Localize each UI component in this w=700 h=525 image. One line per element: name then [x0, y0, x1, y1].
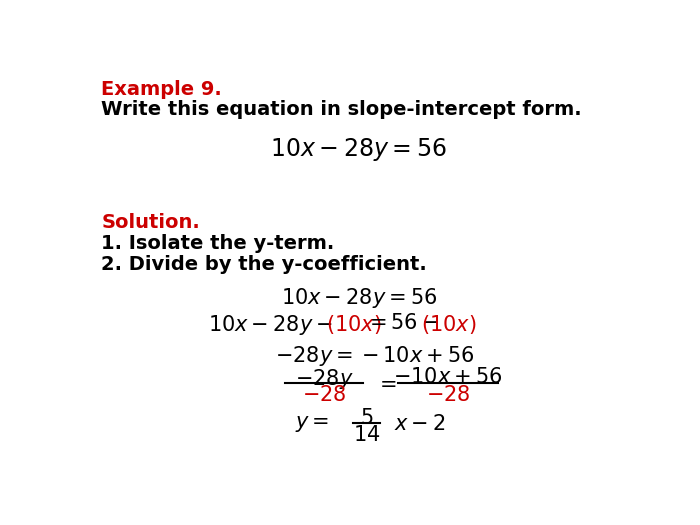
Text: $-10x + 56$: $-10x + 56$	[393, 367, 503, 387]
Text: $x - 2$: $x - 2$	[393, 414, 445, 434]
Text: $10x - 28y = 56$: $10x - 28y = 56$	[270, 136, 447, 163]
Text: $14$: $14$	[353, 425, 380, 445]
Text: $-28$: $-28$	[302, 385, 346, 405]
Text: $= 56 - $: $= 56 - $	[365, 313, 438, 333]
Text: $=$: $=$	[375, 373, 397, 393]
Text: $10x - 28y - $: $10x - 28y - $	[208, 313, 332, 337]
Text: Write this equation in slope-intercept form.: Write this equation in slope-intercept f…	[102, 100, 582, 119]
Text: Solution.: Solution.	[102, 213, 200, 232]
Text: $-28y = -10x + 56$: $-28y = -10x + 56$	[274, 344, 474, 368]
Text: $y = $: $y = $	[295, 414, 330, 434]
Text: $10x - 28y = 56$: $10x - 28y = 56$	[281, 286, 437, 310]
Text: Example 9.: Example 9.	[102, 80, 222, 99]
Text: $-28y$: $-28y$	[295, 367, 354, 391]
Text: $(10x)$: $(10x)$	[421, 313, 476, 336]
Text: $(10x)$: $(10x)$	[326, 313, 382, 336]
Text: $-28$: $-28$	[426, 385, 470, 405]
Text: 2. Divide by the y-coefficient.: 2. Divide by the y-coefficient.	[102, 255, 427, 274]
Text: $5$: $5$	[360, 408, 373, 428]
Text: 1. Isolate the y-term.: 1. Isolate the y-term.	[102, 234, 335, 253]
